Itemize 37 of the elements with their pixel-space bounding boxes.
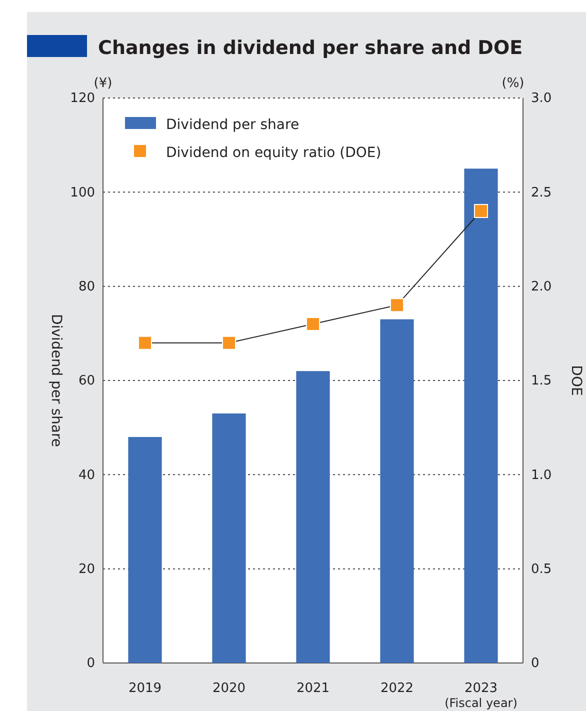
point bbox=[390, 298, 404, 312]
y-tick-label: 40 bbox=[78, 468, 95, 483]
x-tick-label: 2020 bbox=[212, 681, 246, 696]
bar bbox=[212, 413, 246, 663]
x-tick-label: 2023 bbox=[464, 681, 498, 696]
legend-label: Dividend per share bbox=[166, 117, 300, 133]
x-tick-label: 2019 bbox=[128, 681, 162, 696]
y-tick-label: 100 bbox=[70, 185, 95, 200]
y-axis-title: Dividend per share bbox=[48, 314, 64, 448]
y2-tick-label: 0.5 bbox=[531, 562, 552, 577]
x-tick-label: 2022 bbox=[380, 681, 414, 696]
point bbox=[222, 336, 236, 350]
y-tick-label: 0 bbox=[86, 656, 95, 672]
bar bbox=[128, 437, 162, 663]
y2-tick-label: 1.0 bbox=[531, 468, 552, 483]
text: (¥) bbox=[94, 76, 112, 91]
y-tick-label: 120 bbox=[70, 91, 95, 106]
y2-tick-label: 0 bbox=[531, 656, 540, 672]
bar bbox=[380, 319, 414, 663]
point bbox=[138, 336, 152, 350]
point bbox=[474, 204, 488, 218]
bar bbox=[296, 371, 330, 663]
y-tick-label: 80 bbox=[78, 279, 95, 294]
y2-tick-label: 1.5 bbox=[531, 374, 552, 389]
bar bbox=[464, 168, 498, 663]
x-tick-label: 2021 bbox=[296, 681, 330, 696]
y2-tick-label: 2.0 bbox=[531, 279, 552, 294]
chart-title: Changes in dividend per share and DOE bbox=[98, 37, 523, 59]
y-tick-label: 20 bbox=[78, 562, 95, 577]
y2-tick-label: 2.5 bbox=[531, 185, 552, 200]
legend-label: Dividend on equity ratio (DOE) bbox=[166, 145, 382, 161]
y-tick-label: 60 bbox=[78, 374, 95, 389]
point bbox=[306, 316, 320, 332]
text: (%) bbox=[502, 76, 524, 91]
x-axis-title: (Fiscal year) bbox=[444, 696, 518, 710]
y2-axis-title: DOE bbox=[568, 365, 584, 396]
y2-tick-label: 3.0 bbox=[531, 91, 552, 106]
